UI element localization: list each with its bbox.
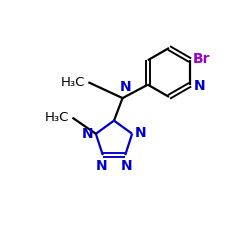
Text: N: N [134,126,146,140]
Text: N: N [193,80,205,94]
Text: N: N [120,159,132,173]
Text: H₃C: H₃C [45,111,70,124]
Text: N: N [96,159,108,173]
Text: N: N [120,80,131,94]
Text: H₃C: H₃C [61,76,86,89]
Text: Br: Br [193,52,210,66]
Text: N: N [82,127,94,141]
